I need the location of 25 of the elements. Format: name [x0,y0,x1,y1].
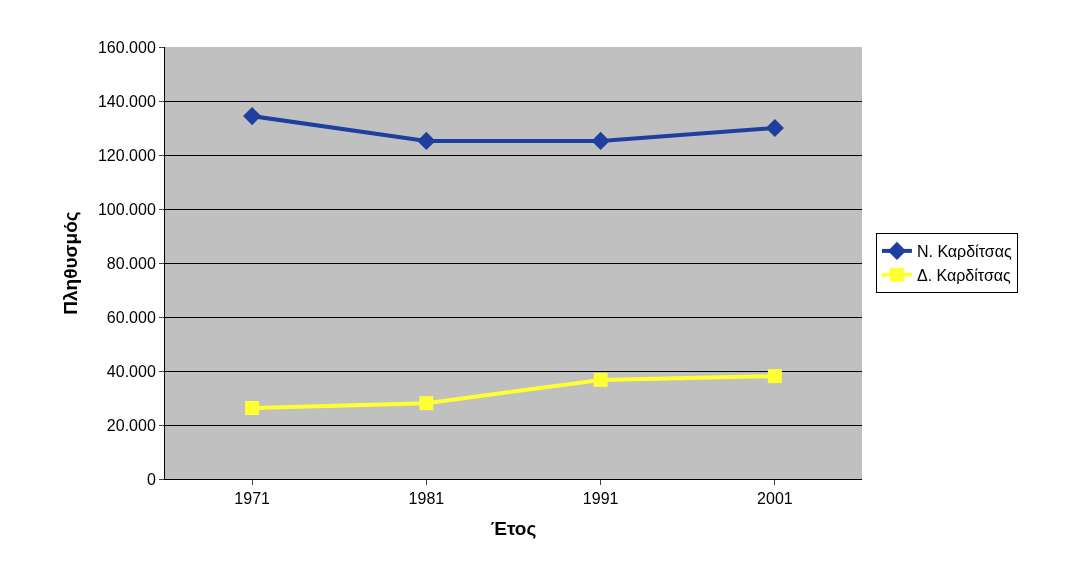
y-tick-label: 160.000 [97,38,156,56]
point [591,131,610,151]
x-axis-title: Έτος [490,518,537,539]
y-tick-label: 120.000 [97,146,156,164]
point [419,396,434,411]
point [243,107,262,126]
x-tick-label: 2001 [757,490,793,508]
y-tick-label: 0 [146,470,156,488]
y-tick-label: 100.000 [97,200,156,218]
point [767,369,782,384]
legend-label: Δ. Καρδίτσας [916,266,1012,284]
y-tick-label: 140.000 [97,92,156,110]
legend-label: Ν. Καρδίτσας [916,243,1012,261]
point [245,400,260,415]
point [593,372,608,387]
y-tick-label: 60.000 [106,308,156,326]
point [417,131,436,151]
point [765,118,784,138]
y-tick-label: 40.000 [106,362,156,380]
y-tick-label: 20.000 [106,416,156,434]
y-tick-label: 80.000 [106,254,156,272]
x-tick-label: 1991 [582,490,619,508]
y-axis-title: Πληθυσμός [59,211,81,315]
x-tick-label: 1971 [234,490,271,508]
x-tick-label: 1981 [408,490,445,508]
